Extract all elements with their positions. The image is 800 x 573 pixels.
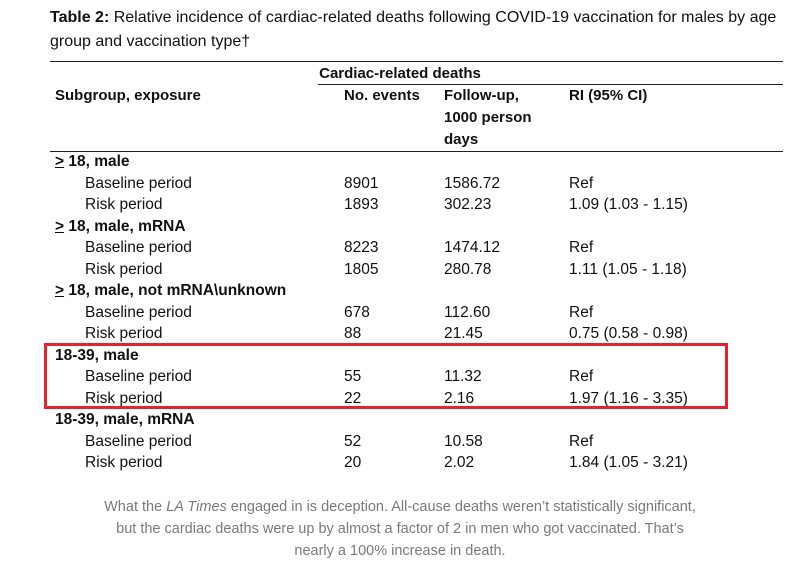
caption-part-1: What the xyxy=(104,499,167,515)
table-row: Risk period 22 2.16 1.97 (1.16 - 3.35) xyxy=(0,388,800,410)
events-cell: 8901 xyxy=(344,174,379,192)
exposure-cell: Risk period xyxy=(85,389,163,407)
events-cell: 52 xyxy=(344,432,362,450)
exposure-cell: Risk period xyxy=(85,196,163,213)
followup-cell: 1586.72 xyxy=(444,174,501,192)
table-row: Baseline period 55 11.32 Ref xyxy=(0,366,800,388)
exposure-cell: Baseline period xyxy=(85,303,192,321)
group-label-text: 18, male, mRNA xyxy=(64,217,186,235)
ri-cell: 1.11 (1.05 - 1.18) xyxy=(569,260,687,278)
events-cell: 88 xyxy=(344,325,362,342)
table-title-text: Relative incidence of cardiac-related de… xyxy=(50,9,777,50)
group-label-text: 18, male, not mRNA\unknown xyxy=(64,282,287,299)
table-row: Baseline period 8901 1586.72 Ref xyxy=(0,173,800,195)
group-header-row: > 18, male, not mRNA\unknown xyxy=(0,280,800,302)
exposure-cell: Baseline period xyxy=(85,239,192,256)
exposure-cell: Risk period xyxy=(85,260,163,278)
group-header-row: > 18, male, mRNA xyxy=(0,216,800,238)
exposure-cell: Risk period xyxy=(85,325,163,342)
table-row: Risk period 1805 280.78 1.11 (1.05 - 1.18) xyxy=(0,259,800,281)
group-header-row: 18-39, male, mRNA xyxy=(0,409,800,431)
table-row: Risk period 88 21.45 0.75 (0.58 - 0.98) xyxy=(0,323,800,345)
header-followup: Follow-up, 1000 person days xyxy=(444,87,532,148)
group-label-text: 18, male xyxy=(64,153,130,170)
exposure-cell: Risk period xyxy=(85,454,163,471)
followup-cell: 10.58 xyxy=(444,432,483,450)
table-row: Baseline period 8223 1474.12 Ref xyxy=(0,237,800,259)
header-subgroup: Subgroup, exposure xyxy=(55,87,201,104)
ri-cell: 1.09 (1.03 - 1.15) xyxy=(569,196,688,213)
table-row: Baseline period 678 112.60 Ref xyxy=(0,302,800,324)
group-label-symbol: > xyxy=(55,217,65,235)
ri-cell: Ref xyxy=(569,174,594,192)
events-cell: 8223 xyxy=(344,239,379,256)
group-label: > 18, male, not mRNA\unknown xyxy=(55,280,286,302)
followup-cell: 21.45 xyxy=(444,325,483,342)
followup-cell: 112.60 xyxy=(444,303,491,321)
header-rule xyxy=(50,151,783,152)
header-ri: RI (95% CI) xyxy=(569,87,648,104)
exposure-cell: Baseline period xyxy=(85,368,192,385)
events-cell: 1805 xyxy=(344,260,379,278)
table-row: Baseline period 52 10.58 Ref xyxy=(0,431,800,453)
ri-cell: Ref xyxy=(569,303,594,321)
events-cell: 20 xyxy=(344,454,362,471)
events-cell: 1893 xyxy=(344,196,379,213)
ri-cell: 1.84 (1.05 - 3.21) xyxy=(569,454,688,471)
header-events: No. events xyxy=(344,87,420,104)
group-label: > 18, male xyxy=(55,151,130,173)
group-label-symbol: > xyxy=(55,153,65,170)
caption-part-2: engaged in is deception. All-cause death… xyxy=(116,499,696,559)
ri-cell: 0.75 (0.58 - 0.98) xyxy=(569,325,688,342)
ri-cell: Ref xyxy=(569,368,594,385)
followup-cell: 1474.12 xyxy=(444,239,501,256)
exposure-cell: Baseline period xyxy=(85,432,192,450)
caption-italic: LA Times xyxy=(166,499,227,515)
followup-cell: 280.78 xyxy=(444,260,492,278)
followup-cell: 2.16 xyxy=(444,389,475,407)
group-header-row: 18-39, male xyxy=(0,345,800,367)
group-label-text: 18-39, male, mRNA xyxy=(55,411,195,428)
table-row: Risk period 1893 302.23 1.09 (1.03 - 1.15) xyxy=(0,194,800,216)
group-label-text: 18-39, male xyxy=(55,346,139,364)
caption: What the LA Times engaged in is deceptio… xyxy=(100,496,700,562)
table-row: Risk period 20 2.02 1.84 (1.05 - 3.21) xyxy=(0,452,800,474)
ri-cell: Ref xyxy=(569,432,594,450)
table-title: Table 2: Relative incidence of cardiac-r… xyxy=(50,6,785,54)
followup-cell: 302.23 xyxy=(444,196,492,213)
group-label: 18-39, male xyxy=(55,345,139,367)
top-rule xyxy=(50,61,783,62)
events-cell: 22 xyxy=(344,389,362,407)
exposure-cell: Baseline period xyxy=(85,174,192,192)
group-label-symbol: > xyxy=(55,282,65,299)
group-label: > 18, male, mRNA xyxy=(55,216,186,238)
ri-cell: Ref xyxy=(569,239,594,256)
table-number: Table 2: xyxy=(50,9,110,26)
group-label: 18-39, male, mRNA xyxy=(55,409,195,431)
events-cell: 678 xyxy=(344,303,370,321)
ri-cell: 1.97 (1.16 - 3.35) xyxy=(569,389,688,407)
spanner-header: Cardiac-related deaths xyxy=(319,65,481,82)
followup-cell: 2.02 xyxy=(444,454,475,471)
events-cell: 55 xyxy=(344,368,362,385)
followup-cell: 11.32 xyxy=(444,368,482,385)
group-header-row: > 18, male xyxy=(0,151,800,173)
spanner-rule xyxy=(318,84,783,85)
